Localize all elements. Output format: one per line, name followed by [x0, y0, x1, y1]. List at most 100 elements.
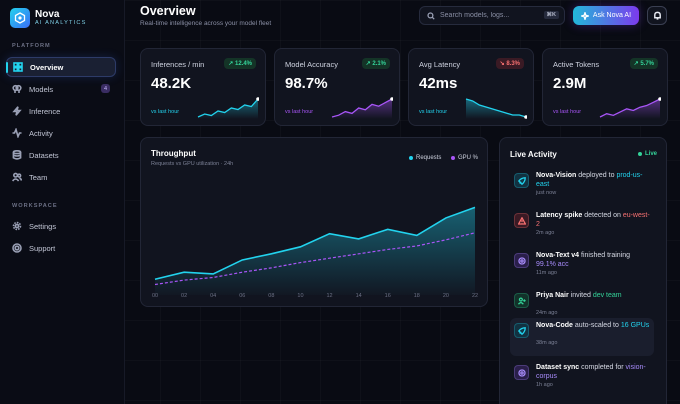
sparkline-line — [465, 98, 527, 118]
activity-time: just now — [536, 190, 557, 196]
activity-item[interactable]: Priya Nair invited dev team 24m ago — [510, 288, 654, 316]
x-tick-label: 20 — [443, 293, 449, 299]
live-status: Live — [638, 151, 657, 157]
x-tick-label: 22 — [472, 293, 478, 299]
kpi-value: 98.7% — [285, 75, 328, 92]
kpi-delta-badge: ↗ 12.4% — [224, 58, 256, 69]
search-shortcut: ⌘K — [543, 11, 559, 19]
kpi-sparkline — [599, 97, 661, 119]
x-tick-label: 08 — [268, 293, 274, 299]
sparkline-line — [331, 98, 393, 118]
activity-text: Latency spike detected on eu-west-2 — [536, 212, 650, 228]
search-box[interactable]: ⌘K — [419, 6, 565, 25]
kpi-card[interactable]: Active Tokens 2.9M ↗ 5.7% vs last hour — [542, 48, 668, 126]
sparkline-endpoint — [524, 115, 527, 119]
rocket-icon — [514, 173, 529, 188]
help-icon — [12, 243, 22, 253]
x-tick-label: 02 — [181, 293, 187, 299]
sidebar-item-settings[interactable]: Settings — [6, 216, 116, 236]
activity-item[interactable]: Latency spike detected on eu-west-2 2m a… — [510, 208, 654, 244]
section-workspace: WORKSPACE — [12, 203, 58, 209]
activity-time: 11m ago — [536, 270, 557, 276]
target-icon — [514, 365, 529, 380]
throughput-chart: 00 02 04 06 08 10 12 14 16 18 20 22 — [152, 206, 478, 299]
activity-title: Live Activity — [510, 150, 557, 159]
notifications-button[interactable] — [647, 6, 667, 25]
gpu-line — [154, 232, 476, 286]
sidebar-item-label: Settings — [29, 221, 57, 231]
legend-gpu: GPU % — [451, 155, 478, 161]
sidebar-item-datasets[interactable]: Datasets — [6, 145, 116, 165]
sidebar-item-label: Models — [29, 84, 54, 94]
kpi-comparison: vs last hour — [285, 109, 314, 115]
activity-text: Nova-Code auto-scaled to 16 GPUs — [536, 322, 650, 329]
gear-icon — [12, 221, 22, 231]
kpi-label: Model Accuracy — [285, 60, 338, 69]
kpi-sparkline — [465, 98, 527, 119]
search-input[interactable] — [440, 12, 540, 19]
activity-item[interactable]: Nova-Code auto-scaled to 16 GPUs 38m ago — [510, 318, 654, 356]
sidebar-item-models[interactable]: Models 4 — [6, 79, 116, 99]
sparkline-area — [466, 99, 526, 119]
kpi-card[interactable]: Model Accuracy 98.7% ↗ 2.1% vs last hour — [274, 48, 400, 126]
kpi-delta-badge: ↗ 5.7% — [629, 58, 658, 69]
sparkline-endpoint — [256, 97, 259, 101]
kpi-sparkline — [197, 97, 259, 119]
ask-ai-label: Ask Nova AI — [592, 12, 632, 19]
zap-icon — [12, 106, 22, 116]
legend-requests: Requests — [409, 155, 441, 161]
target-icon — [514, 253, 529, 268]
brand-name: Nova — [35, 9, 60, 20]
activity-text: Priya Nair invited dev team — [536, 292, 622, 299]
sparkline-endpoint — [390, 97, 393, 101]
grid-icon — [13, 62, 23, 72]
x-tick-label: 10 — [297, 293, 303, 299]
requests-area — [155, 207, 475, 295]
kpi-value: 48.2K — [151, 75, 192, 92]
sidebar-item-label: Activity — [29, 128, 53, 138]
activity-time: 1h ago — [536, 382, 553, 388]
sidebar-item-team[interactable]: Team — [6, 167, 116, 187]
sidebar: Nova AI ANALYTICS PLATFORM Overview Mode… — [0, 0, 125, 404]
database-icon — [12, 150, 22, 160]
activity-item[interactable]: Nova-Text v4 finished training 99.1% acc… — [510, 248, 654, 284]
activity-text: Nova-Vision deployed to prod-us-east — [536, 172, 643, 188]
sidebar-item-label: Overview — [30, 62, 64, 72]
activity-time: 2m ago — [536, 230, 555, 236]
models-count-badge: 4 — [101, 84, 110, 93]
sidebar-item-label: Datasets — [29, 150, 59, 160]
sidebar-item-support[interactable]: Support — [6, 238, 116, 258]
page-subtitle: Real-time intelligence across your model… — [140, 20, 272, 27]
kpi-card[interactable]: Inferences / min 48.2K ↗ 12.4% vs last h… — [140, 48, 266, 126]
bell-icon — [653, 11, 661, 20]
x-tick-label: 00 — [152, 293, 158, 299]
sidebar-item-overview[interactable]: Overview — [6, 57, 116, 77]
kpi-value: 2.9M — [553, 75, 587, 92]
sidebar-item-inference[interactable]: Inference — [6, 101, 116, 121]
x-tick-label: 12 — [326, 293, 332, 299]
kpi-label: Inferences / min — [151, 60, 205, 69]
x-tick-label: 06 — [239, 293, 245, 299]
x-tick-label: 18 — [414, 293, 420, 299]
sparkline-line — [599, 98, 661, 118]
sparkle-icon — [580, 11, 589, 20]
sidebar-item-label: Inference — [29, 106, 61, 116]
logo-icon[interactable] — [10, 8, 30, 28]
activity-text: Dataset sync completed for vision-corpus — [536, 364, 646, 380]
kpi-value: 42ms — [419, 75, 458, 92]
live-activity-panel: Live Activity Live Nova-Vision deployed … — [499, 137, 667, 404]
throughput-title: Throughput — [151, 149, 196, 158]
activity-time: 24m ago — [536, 310, 558, 316]
sidebar-item-activity[interactable]: Activity — [6, 123, 116, 143]
x-tick-label: 14 — [356, 293, 362, 299]
sidebar-item-label: Team — [29, 172, 48, 182]
sparkline-line — [197, 98, 259, 118]
activity-item[interactable]: Dataset sync completed for vision-corpus… — [510, 360, 654, 396]
kpi-card[interactable]: Avg Latency 42ms ↘ 8.3% vs last hour — [408, 48, 534, 126]
ask-ai-button[interactable]: Ask Nova AI — [573, 6, 639, 25]
alert-icon — [514, 213, 529, 228]
throughput-panel: Throughput Requests vs GPU utilization ·… — [140, 137, 488, 307]
activity-item[interactable]: Nova-Vision deployed to prod-us-east jus… — [510, 168, 654, 204]
requests-line — [154, 206, 476, 281]
kpi-comparison: vs last hour — [419, 109, 448, 115]
